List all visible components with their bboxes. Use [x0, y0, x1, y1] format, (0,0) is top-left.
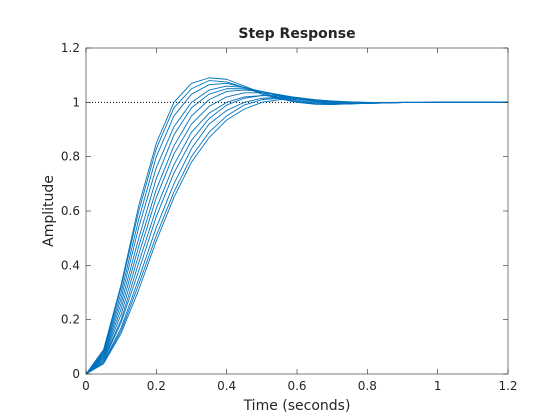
y-tick-label: 0.2 — [61, 313, 80, 327]
x-tick-label: 1.2 — [498, 379, 517, 393]
x-tick-label: 0 — [82, 379, 90, 393]
x-tick-label: 0.4 — [217, 379, 236, 393]
x-tick-label: 0.2 — [147, 379, 166, 393]
y-axis-label: Amplitude — [41, 175, 57, 247]
series-layer — [85, 77, 508, 375]
y-tick-label: 1 — [72, 95, 80, 109]
x-tick-label: 0.8 — [358, 379, 377, 393]
chart-title: Step Response — [238, 26, 355, 42]
x-tick-label: 0.6 — [287, 379, 306, 393]
y-tick-label: 0.6 — [61, 204, 80, 218]
series-line-12 — [85, 98, 508, 375]
x-tick-label: 1 — [434, 379, 442, 393]
y-tick-label: 1.2 — [61, 41, 80, 55]
y-tick-label: 0.8 — [61, 150, 80, 164]
x-axis-label: Time (seconds) — [243, 398, 351, 414]
tick-layer: 0 0.2 0.4 0.6 0.8 1 1.2 0 0.2 0.4 0.6 0.8 1 1.2 — [61, 41, 518, 393]
y-tick-label: 0 — [72, 367, 80, 381]
y-tick-label: 0.4 — [61, 258, 80, 272]
